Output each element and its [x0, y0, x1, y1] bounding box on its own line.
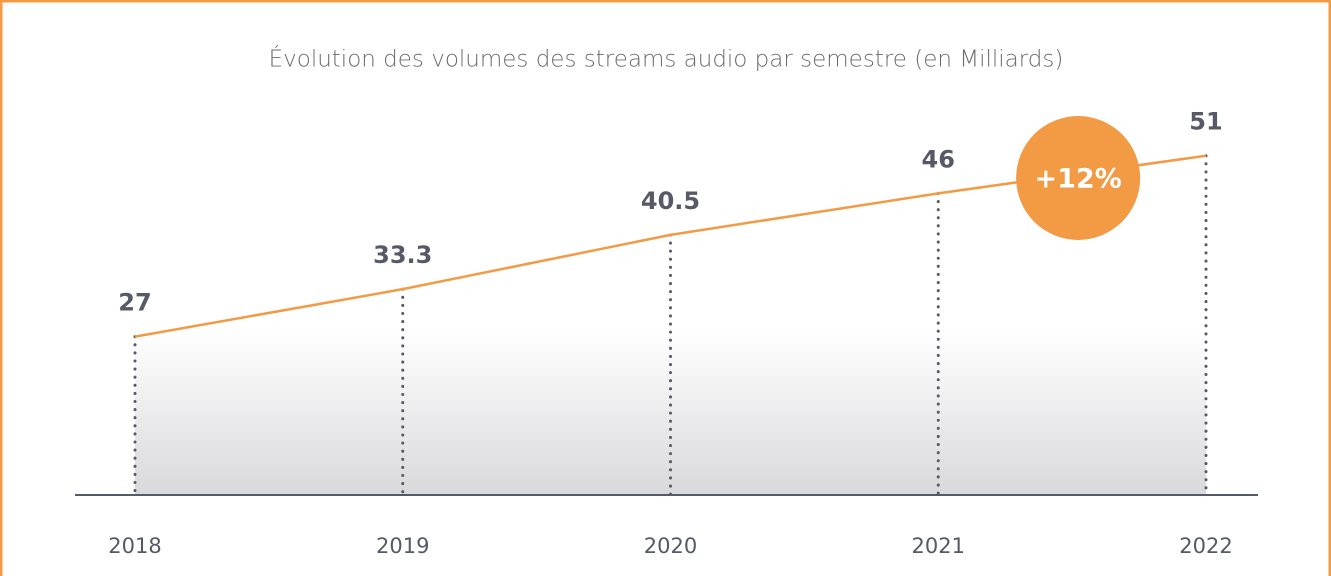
value-label: 40.5 [641, 187, 700, 215]
value-label: 51 [1189, 108, 1222, 136]
annotation: +12% [1035, 164, 1122, 195]
value-label: 33.3 [373, 241, 432, 269]
chart-title: Évolution des volumes des streams audio … [269, 45, 1064, 73]
x-tick-label: 2022 [1179, 534, 1232, 558]
x-tick-label: 2018 [108, 534, 161, 558]
x-tick-label: 2021 [912, 534, 965, 558]
x-tick-label: 2019 [376, 534, 429, 558]
value-label: 27 [118, 289, 151, 317]
x-tick-label: 2020 [644, 534, 697, 558]
annotation-badge [1016, 116, 1141, 240]
value-label: 46 [922, 145, 955, 173]
